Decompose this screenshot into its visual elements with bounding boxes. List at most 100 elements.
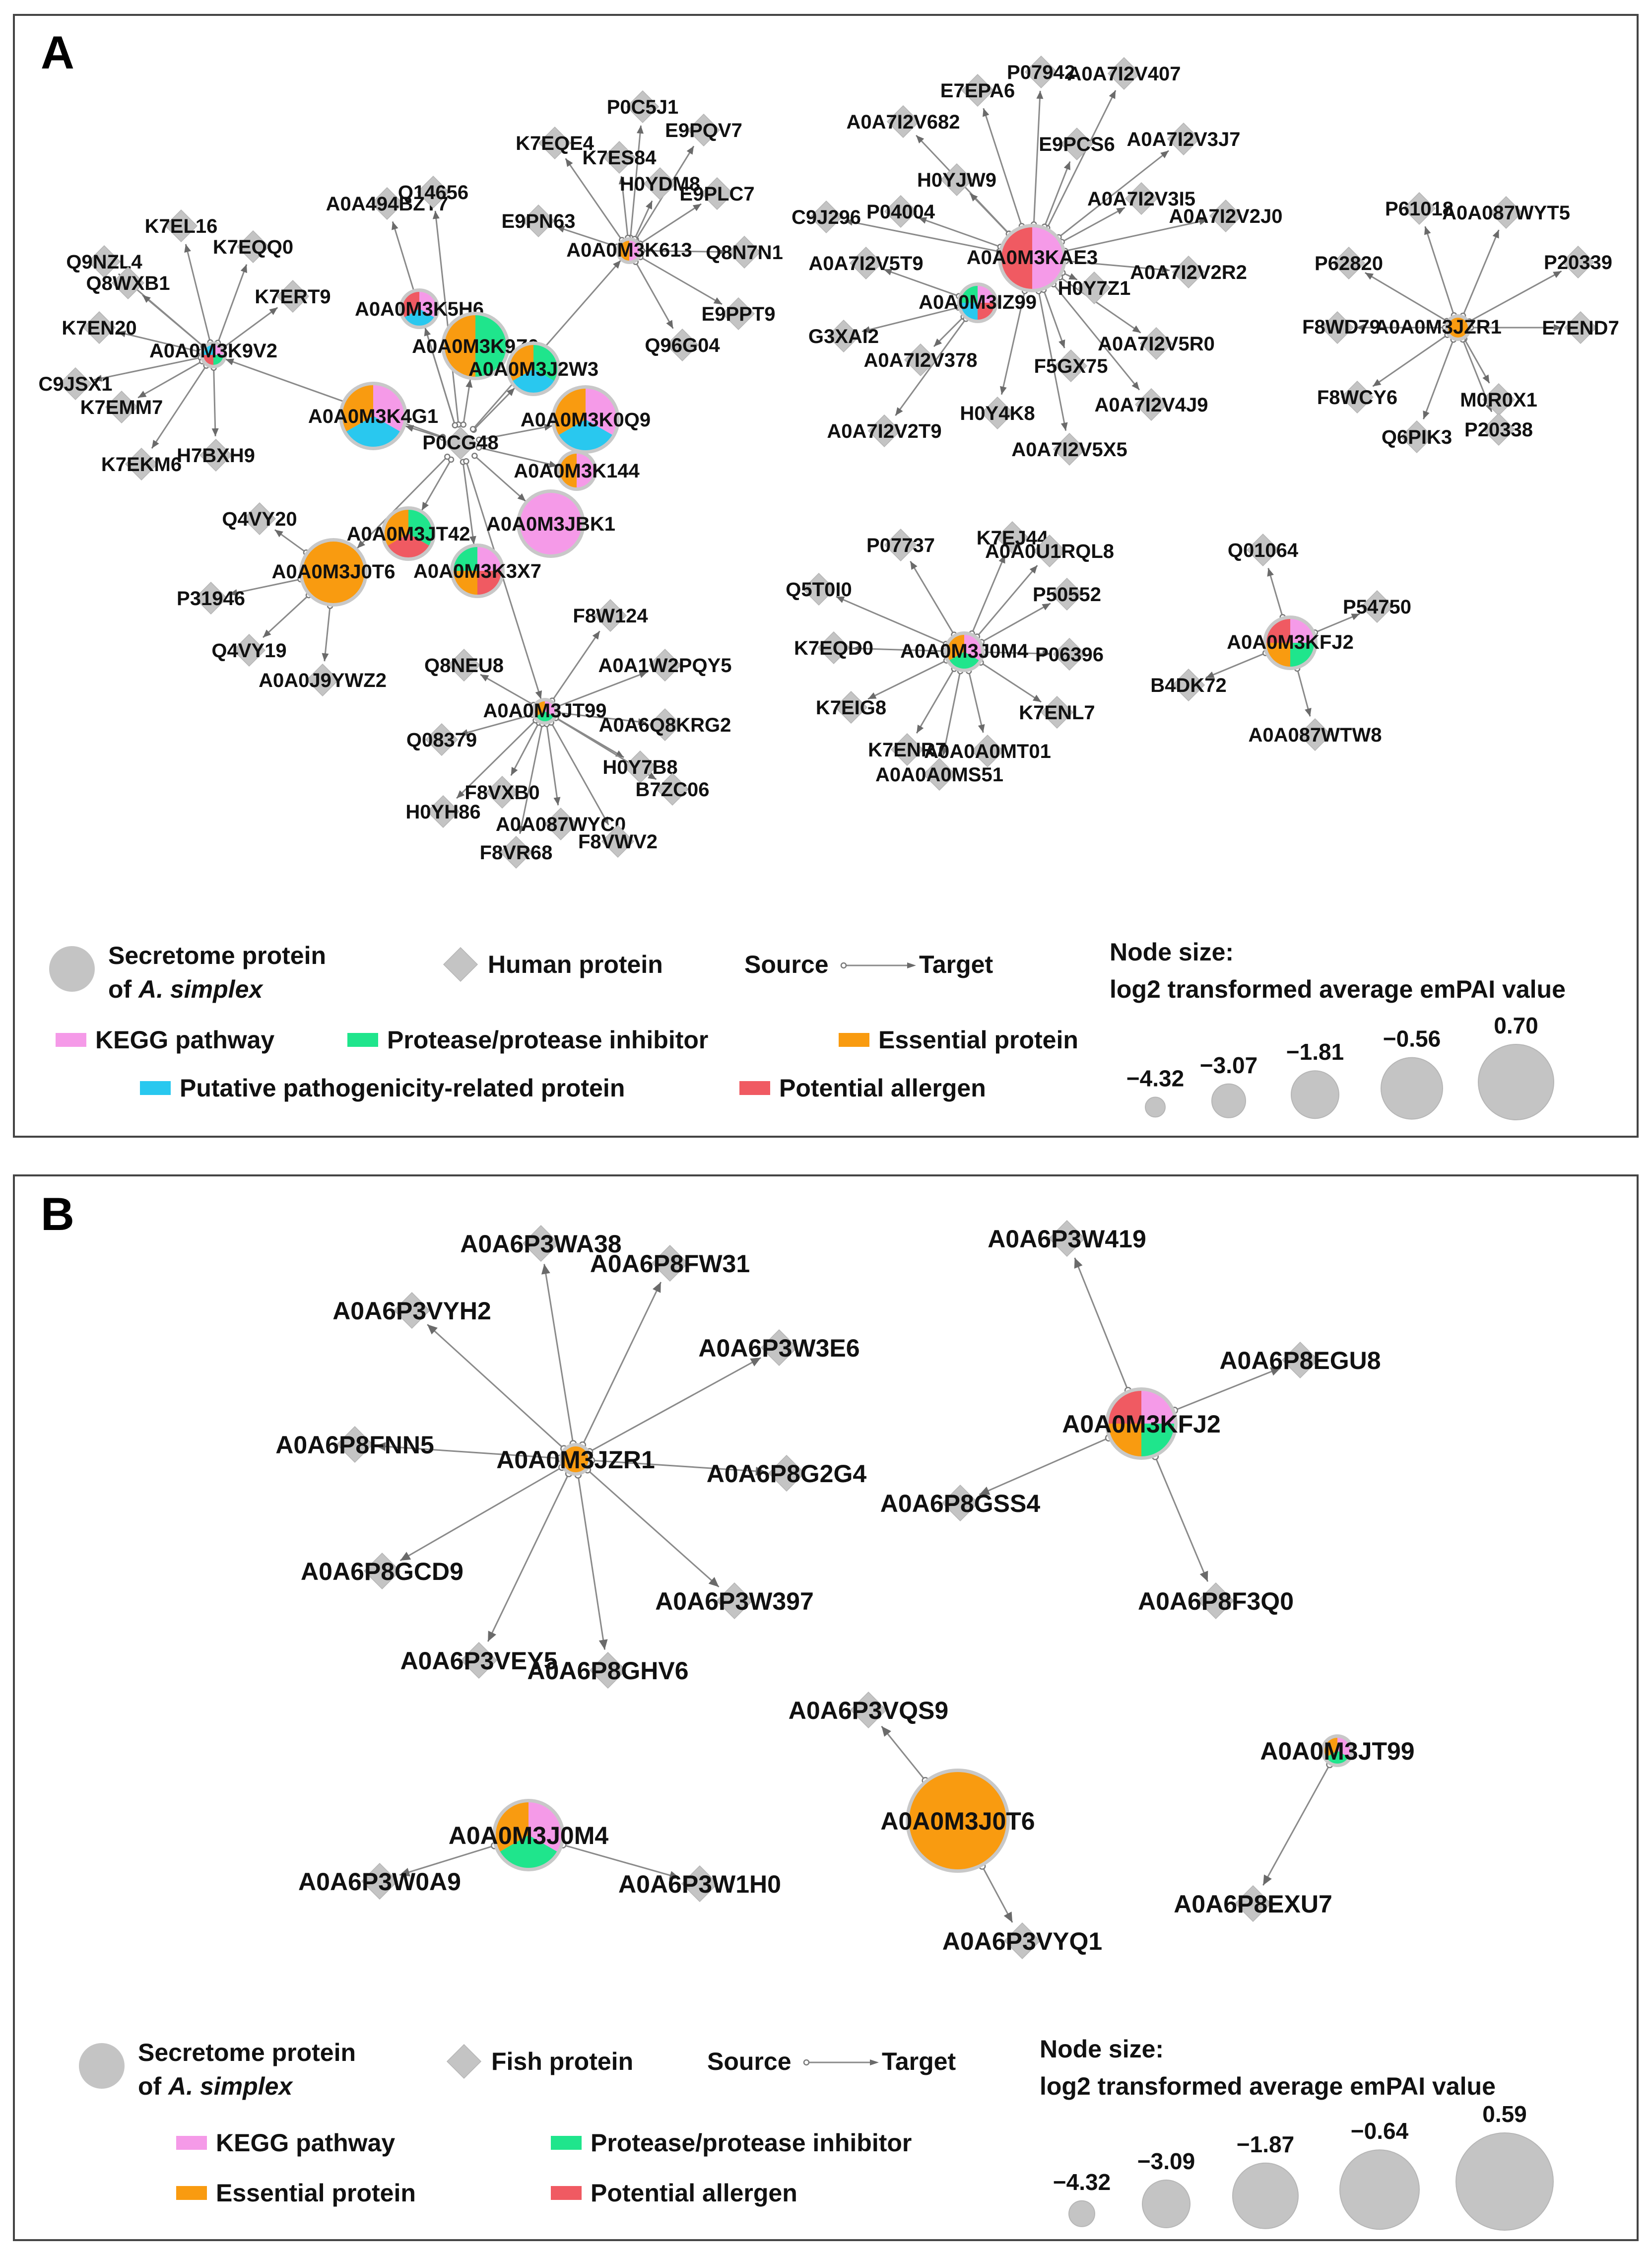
node-a0a0m3k9v2[interactable]: A0A0M3K9V2	[149, 340, 277, 368]
node-k7eqd0[interactable]: K7EQD0	[794, 631, 873, 665]
node-a0a6p8f3q0[interactable]: A0A6P8F3Q0	[1138, 1582, 1294, 1620]
node-a0a6p3w397[interactable]: A0A6P3W397	[655, 1582, 814, 1620]
node-a0a0a0mt01[interactable]: A0A0A0MT01	[924, 734, 1051, 768]
node-e9pqv7[interactable]: E9PQV7	[665, 113, 742, 147]
node-p54750[interactable]: P54750	[1343, 590, 1411, 623]
node-a0a6p3wa38[interactable]: A0A6P3WA38	[460, 1225, 622, 1262]
node-h0y4k8[interactable]: H0Y4K8	[960, 396, 1035, 430]
node-a0a7i2v682[interactable]: A0A7I2V682	[846, 105, 960, 138]
node-k7emm7[interactable]: K7EMM7	[80, 390, 163, 424]
node-a0a0m3j0m4[interactable]: A0A0M3J0M4	[900, 631, 1029, 672]
node-a0a0m3jt99[interactable]: A0A0M3JT99	[1260, 1734, 1415, 1767]
node-c9j296[interactable]: C9J296	[792, 200, 861, 234]
node-k7eqq0[interactable]: K7EQQ0	[213, 230, 293, 264]
node-a0a7i2v378[interactable]: A0A7I2V378	[863, 343, 978, 377]
node-h7bxh9[interactable]: H7BXH9	[177, 438, 255, 472]
node-a0a7i2v4j9[interactable]: A0A7I2V4J9	[1094, 388, 1208, 421]
node-m0r0x1[interactable]: M0R0X1	[1460, 383, 1537, 416]
node-k7eig8[interactable]: K7EIG8	[816, 690, 886, 724]
node-a0a087wyc0[interactable]: A0A087WYC0	[496, 807, 626, 841]
node-p0cg48[interactable]: P0CG48	[422, 426, 499, 460]
node-a0a6p8egu8[interactable]: A0A6P8EGU8	[1219, 1341, 1381, 1379]
node-a0a0m3jzr1[interactable]: A0A0M3JZR1	[1375, 314, 1502, 341]
node-a0a6p3w1h0[interactable]: A0A6P3W1H0	[618, 1865, 781, 1903]
node-k7eqe4[interactable]: K7EQE4	[516, 126, 595, 160]
node-q14656[interactable]: Q14656	[398, 175, 468, 209]
node-k7enl7[interactable]: K7ENL7	[1019, 695, 1095, 729]
node-a0a1w2pqy5[interactable]: A0A1W2PQY5	[598, 648, 732, 682]
node-k7el16[interactable]: K7EL16	[145, 209, 218, 243]
node-k7enr7[interactable]: K7ENR7	[868, 733, 946, 766]
node-f8vr68[interactable]: F8VR68	[480, 835, 553, 869]
node-a0a7i2v3i5[interactable]: A0A7I2V3I5	[1087, 182, 1195, 215]
node-a0a0m3jbk1[interactable]: A0A0M3JBK1	[486, 489, 615, 558]
node-k7ert9[interactable]: K7ERT9	[255, 279, 331, 313]
node-e9ppt9[interactable]: E9PPT9	[702, 297, 776, 331]
node-k7es84[interactable]: K7ES84	[583, 140, 657, 174]
node-a0a6p3w3e6[interactable]: A0A6P3W3E6	[698, 1329, 860, 1367]
node-h0y7b8[interactable]: H0Y7B8	[602, 750, 678, 784]
node-c9jsx1[interactable]: C9JSX1	[39, 367, 113, 401]
node-p61018[interactable]: P61018	[1385, 192, 1454, 225]
node-a0a0m3jzr1[interactable]: A0A0M3JZR1	[496, 1443, 655, 1476]
node-a0a6p8g2g4[interactable]: A0A6P8G2G4	[707, 1454, 867, 1492]
node-e9plc7[interactable]: E9PLC7	[679, 177, 755, 210]
node-a0a0m3iz99[interactable]: A0A0M3IZ99	[919, 282, 1037, 323]
node-p07942[interactable]: P07942	[1007, 55, 1075, 89]
node-a0a0m3j0t6[interactable]: A0A0M3J0T6	[271, 538, 396, 607]
node-q08379[interactable]: Q08379	[406, 723, 477, 756]
node-f8w124[interactable]: F8W124	[573, 599, 648, 632]
node-b4dk72[interactable]: B4DK72	[1150, 668, 1227, 702]
node-e9pn63[interactable]: E9PN63	[502, 204, 576, 238]
node-a0a6p3vyh2[interactable]: A0A6P3VYH2	[332, 1292, 491, 1329]
node-g3xai2[interactable]: G3XAI2	[808, 319, 879, 353]
node-a0a087wtw8[interactable]: A0A087WTW8	[1249, 718, 1382, 752]
node-e9pcs6[interactable]: E9PCS6	[1039, 127, 1115, 161]
node-a0a7i2v5x5[interactable]: A0A7I2V5X5	[1011, 432, 1127, 466]
node-a0a7i2v5t9[interactable]: A0A7I2V5T9	[808, 246, 924, 280]
node-e7epa6[interactable]: E7EPA6	[940, 73, 1015, 107]
node-e7end7[interactable]: E7END7	[1542, 311, 1619, 344]
node-q8n7n1[interactable]: Q8N7N1	[706, 235, 783, 269]
node-h0ydm8[interactable]: H0YDM8	[620, 167, 700, 201]
node-p31946[interactable]: P31946	[177, 581, 245, 615]
node-a0a0m3k0q9[interactable]: A0A0M3K0Q9	[521, 385, 651, 454]
node-k7en20[interactable]: K7EN20	[62, 311, 137, 344]
node-p20338[interactable]: P20338	[1464, 412, 1533, 446]
node-p07737[interactable]: P07737	[866, 528, 935, 562]
node-a0a0a0ms51[interactable]: A0A0A0MS51	[875, 757, 1003, 791]
node-a0a0m3jt42[interactable]: A0A0M3JT42	[346, 506, 470, 561]
node-f8wd79[interactable]: F8WD79	[1302, 311, 1381, 344]
node-a0a7i2v2j0[interactable]: A0A7I2V2J0	[1169, 199, 1283, 233]
node-a0a6p8exu7[interactable]: A0A6P8EXU7	[1174, 1885, 1332, 1922]
node-f8vwv2[interactable]: F8VWV2	[578, 824, 658, 858]
node-a0a7i2v407[interactable]: A0A7I2V407	[1067, 57, 1181, 90]
node-a0a6p3vyq1[interactable]: A0A6P3VYQ1	[942, 1922, 1102, 1960]
node-k7ekm6[interactable]: K7EKM6	[101, 447, 182, 481]
node-p06396[interactable]: P06396	[1035, 637, 1104, 671]
node-a0a0m3k613[interactable]: A0A0M3K613	[566, 237, 692, 264]
node-a0a6p8ghv6[interactable]: A0A6P8GHV6	[527, 1651, 689, 1689]
node-q6pik3[interactable]: Q6PIK3	[1382, 420, 1452, 454]
node-q4vy19[interactable]: Q4VY19	[211, 633, 287, 667]
node-h0yjw9[interactable]: H0YJW9	[917, 163, 996, 197]
node-a0a0m3k3x7[interactable]: A0A0M3K3X7	[413, 544, 541, 598]
node-a0a0m3j0m4[interactable]: A0A0M3J0M4	[449, 1799, 609, 1871]
node-p0c5j1[interactable]: P0C5J1	[607, 90, 679, 124]
node-a0a6q8krg2[interactable]: A0A6Q8KRG2	[599, 708, 731, 742]
node-q5t0i0[interactable]: Q5T0I0	[786, 572, 852, 606]
node-a0a6p3w0a9[interactable]: A0A6P3W0A9	[298, 1862, 461, 1900]
node-a0a6p8gss4[interactable]: A0A6P8GSS4	[880, 1484, 1041, 1522]
node-a0a0m3kfj2[interactable]: A0A0M3KFJ2	[1062, 1387, 1221, 1460]
node-a0a0m3kfj2[interactable]: A0A0M3KFJ2	[1227, 616, 1354, 670]
node-h0y7z1[interactable]: H0Y7Z1	[1058, 271, 1131, 305]
node-q8wxb1[interactable]: Q8WXB1	[86, 266, 170, 300]
node-a0a7i2v3j7[interactable]: A0A7I2V3J7	[1126, 122, 1241, 156]
node-a0a6p8gcd9[interactable]: A0A6P8GCD9	[301, 1552, 463, 1590]
node-k7ej44[interactable]: K7EJ44	[977, 521, 1049, 554]
node-a0a6p8fw31[interactable]: A0A6P8FW31	[590, 1244, 750, 1282]
node-p04004[interactable]: P04004	[866, 195, 935, 228]
node-a0a0m3kae3[interactable]: A0A0M3KAE3	[967, 224, 1098, 292]
node-f8wcy6[interactable]: F8WCY6	[1317, 380, 1397, 414]
node-a0a6p8fnn5[interactable]: A0A6P8FNN5	[275, 1426, 434, 1463]
